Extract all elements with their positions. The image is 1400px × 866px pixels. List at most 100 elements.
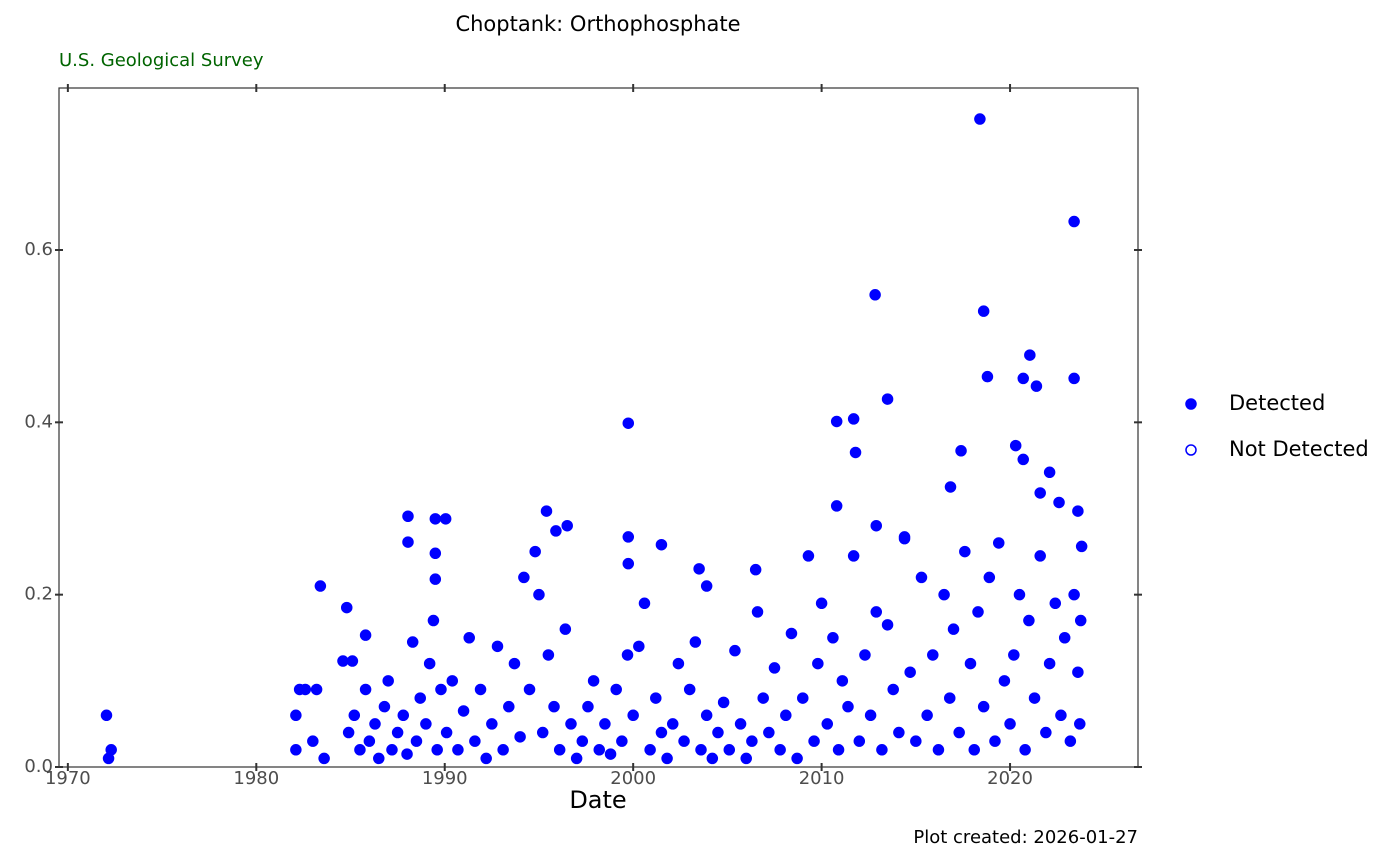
data-point (382, 675, 394, 687)
data-point (548, 700, 560, 713)
data-point (927, 649, 939, 661)
data-point (998, 675, 1011, 687)
data-point (797, 692, 809, 704)
data-point (1030, 380, 1043, 392)
data-point (1034, 550, 1046, 562)
data-point (1004, 718, 1016, 730)
data-point (881, 619, 894, 631)
data-point (746, 735, 758, 747)
data-point (1019, 744, 1031, 756)
data-point (898, 532, 911, 545)
data-point (910, 735, 922, 747)
data-point (1068, 588, 1080, 601)
data-point (876, 744, 888, 756)
data-point (363, 735, 376, 747)
data-point (700, 580, 713, 592)
data-point (622, 531, 635, 543)
data-point (593, 744, 606, 756)
data-point (947, 623, 960, 635)
data-point (983, 571, 996, 584)
data-point (1028, 692, 1041, 704)
data-point (881, 393, 894, 405)
data-point (893, 726, 905, 739)
data-point (1074, 614, 1087, 627)
data-point (337, 655, 349, 667)
data-point (870, 606, 883, 618)
data-point (542, 649, 555, 661)
data-point (604, 748, 617, 760)
data-point (763, 726, 775, 739)
x-tick-label: 2010 (799, 768, 845, 789)
data-point (1068, 372, 1080, 385)
data-point (540, 505, 553, 517)
data-point (550, 525, 562, 537)
data-point (523, 683, 536, 696)
data-point (474, 683, 487, 696)
data-point (423, 657, 436, 670)
data-point (989, 735, 1001, 747)
data-point (1074, 718, 1086, 730)
data-point (638, 597, 651, 610)
chart-title: Choptank: Orthophosphate (455, 12, 740, 36)
data-point (655, 726, 668, 739)
data-point (734, 718, 747, 730)
data-point (290, 709, 302, 722)
data-point (346, 655, 359, 667)
x-tick-label: 2000 (610, 768, 656, 789)
data-point (533, 588, 545, 601)
caption: Plot created: 2026-01-27 (913, 827, 1138, 848)
data-point (943, 692, 956, 704)
data-point (529, 545, 541, 558)
data-point (1068, 215, 1080, 228)
data-point (1049, 597, 1062, 610)
data-point (565, 718, 577, 730)
data-point (610, 683, 622, 696)
data-point (695, 744, 707, 756)
data-point (406, 636, 419, 648)
data-point (768, 662, 781, 674)
data-point (1043, 466, 1056, 479)
data-point (959, 545, 971, 558)
data-point (870, 519, 883, 532)
data-point (836, 675, 849, 687)
data-point (290, 744, 302, 756)
data-point (683, 683, 696, 696)
x-axis-label: Date (569, 786, 626, 814)
data-point (992, 537, 1005, 549)
x-tick-label: 2020 (987, 768, 1033, 789)
x-tick-label: 1970 (45, 768, 91, 789)
data-point (446, 675, 459, 687)
data-point (514, 731, 526, 743)
data-point (429, 573, 442, 585)
data-point (847, 413, 860, 425)
data-point (452, 744, 464, 756)
data-point (1072, 666, 1084, 678)
x-tick-label: 1980 (233, 768, 279, 789)
data-point (815, 597, 828, 610)
data-point (972, 606, 984, 618)
data-point (791, 752, 803, 765)
data-point (802, 550, 815, 562)
data-point (1058, 631, 1071, 644)
data-point (981, 370, 994, 383)
chart-subtitle: U.S. Geological Survey (59, 50, 264, 71)
data-point (427, 614, 440, 627)
data-point (582, 700, 594, 713)
data-point (397, 709, 410, 722)
data-point (827, 631, 839, 644)
y-tick-label: 0.4 (24, 411, 53, 432)
data-point (729, 644, 741, 657)
data-point (1009, 439, 1022, 452)
data-point (386, 744, 398, 756)
data-point (650, 692, 662, 704)
plot-frame (58, 87, 1139, 768)
data-point (1034, 487, 1046, 499)
data-point (463, 631, 475, 644)
data-point (644, 744, 656, 756)
data-point (622, 557, 635, 570)
legend-marker (1185, 398, 1197, 410)
data-point (869, 289, 881, 301)
data-point (518, 571, 530, 584)
data-point (977, 305, 990, 317)
data-point (859, 649, 871, 661)
